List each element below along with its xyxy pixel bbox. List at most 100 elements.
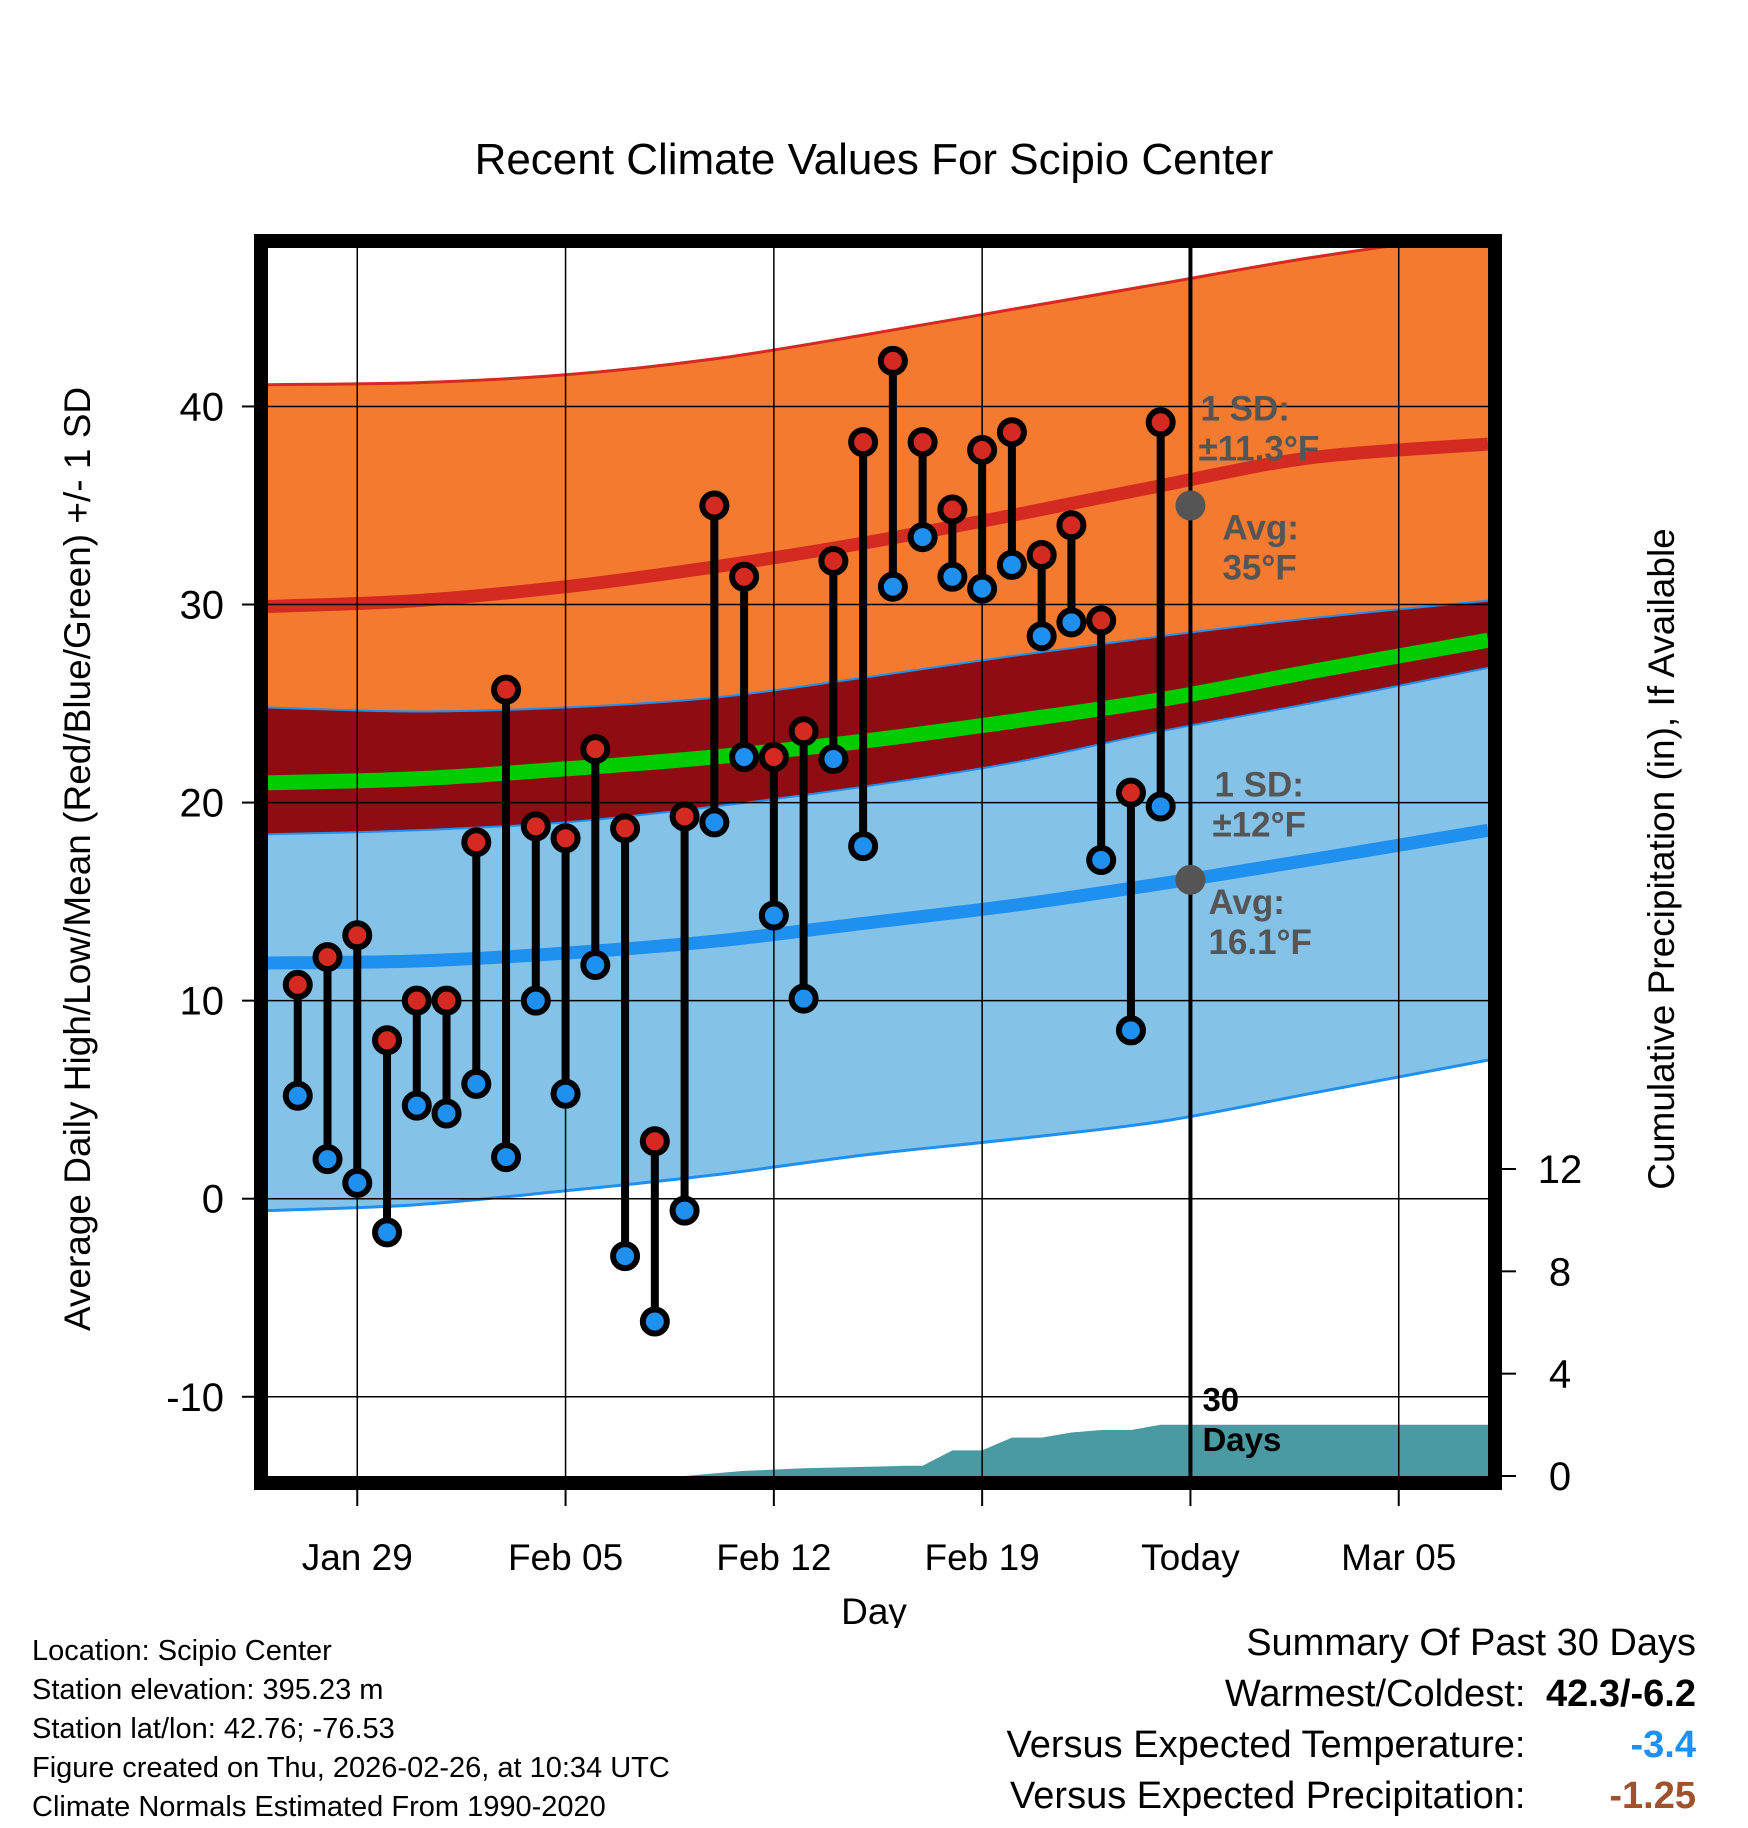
low-point (669, 1195, 700, 1226)
normals-text: Climate Normals Estimated From 1990-2020 (32, 1791, 606, 1823)
high-point (967, 435, 998, 466)
low-point (1145, 791, 1176, 822)
high-point (1026, 540, 1057, 570)
precip-anomaly-value: -1.25 (1609, 1775, 1696, 1817)
high-point (372, 1025, 403, 1056)
low-sd-value: ±12°F (1212, 806, 1306, 845)
low-point (312, 1144, 343, 1175)
low-point (639, 1306, 670, 1337)
low-point (848, 831, 879, 862)
low-point (431, 1098, 462, 1129)
low-point (967, 573, 998, 604)
y-tick-label: 0 (202, 1178, 224, 1222)
high-point (580, 734, 611, 765)
x-tick-label: Mar 05 (1341, 1537, 1456, 1578)
plot-frame (254, 234, 1502, 1490)
summary-precip-row: Versus Expected Precipitation: -1.25 (1007, 1771, 1696, 1822)
low-avg-label: Avg: (1208, 883, 1284, 922)
warmest-value: 42.3/-6.2 (1546, 1673, 1696, 1715)
high-upper-line (268, 248, 1387, 387)
y2-tick-label: 12 (1538, 1148, 1583, 1192)
low-point (401, 1090, 432, 1121)
created-text: Figure created on Thu, 2026-02-26, at 10… (32, 1752, 670, 1784)
low-point (788, 983, 819, 1014)
low-point (758, 900, 789, 931)
high-point (669, 801, 700, 832)
low-point (818, 744, 849, 775)
y2-tick-label: 4 (1549, 1353, 1571, 1397)
high-point (996, 417, 1027, 448)
low-point (996, 549, 1027, 580)
low-point (1026, 621, 1057, 652)
high-point (312, 942, 343, 973)
x-tick-label: Today (1141, 1537, 1240, 1578)
low-point (282, 1080, 313, 1111)
precip-area (684, 1424, 1488, 1476)
high-avg-label: Avg: (1222, 508, 1298, 547)
high-point (937, 494, 968, 525)
high-point (818, 545, 849, 576)
low-point (937, 561, 968, 592)
high-point (431, 985, 462, 1016)
low-point (877, 571, 908, 602)
low-point (580, 949, 611, 980)
high-point (550, 823, 581, 854)
y-axis-label: Average Daily High/Low/Mean (Red/Blue/Gr… (57, 387, 98, 1331)
high-point (610, 813, 641, 844)
low-avg-marker (1175, 864, 1206, 895)
high-point (788, 716, 819, 747)
y2-tick-label: 0 (1549, 1455, 1571, 1499)
low-point (1115, 1015, 1146, 1046)
y-tick-label: 10 (180, 980, 225, 1024)
warmest-label: Warmest/Coldest: (1224, 1673, 1526, 1715)
high-point (1115, 777, 1146, 808)
location-text: Location: Scipio Center (32, 1635, 332, 1667)
high-point (729, 561, 760, 592)
high-point (1086, 605, 1117, 636)
climate-chart: Recent Climate Values For Scipio Center … (57, 135, 1682, 1628)
chart-title: Recent Climate Values For Scipio Center (475, 135, 1274, 184)
low-point (372, 1217, 403, 1248)
y-tick-label: -10 (166, 1376, 224, 1420)
low-point (491, 1142, 522, 1173)
x-axis-label: Day (841, 1591, 907, 1628)
low-sd-band (268, 667, 1488, 1211)
high-point (907, 427, 938, 458)
y2-axis-label: Cumulative Precipitation (in), If Availa… (1641, 528, 1682, 1190)
period-label-number: 30 (1202, 1381, 1239, 1418)
high-point (848, 427, 879, 458)
low-point (699, 807, 730, 838)
high-sd-band (268, 248, 1488, 712)
high-sd-label: 1 SD: (1200, 389, 1289, 428)
precip-anomaly-label: Versus Expected Precipitation: (1010, 1775, 1526, 1817)
temp-anomaly-label: Versus Expected Temperature: (1006, 1724, 1526, 1766)
high-point (401, 985, 432, 1016)
high-point (758, 742, 789, 773)
high-avg-marker (1175, 490, 1206, 521)
high-point (1145, 407, 1176, 438)
high-sd-value: ±11.3°F (1198, 429, 1319, 468)
high-point (491, 674, 522, 705)
low-point (907, 522, 938, 553)
low-point (342, 1167, 373, 1198)
low-point (729, 742, 760, 773)
temp-anomaly-value: -3.4 (1630, 1724, 1696, 1766)
y-tick-label: 20 (180, 782, 225, 826)
station-info: Location: Scipio Center Station elevatio… (32, 1632, 670, 1827)
x-tick-label: Jan 29 (302, 1537, 413, 1578)
low-point (1086, 845, 1117, 876)
summary-warmest-row: Warmest/Coldest: 42.3/-6.2 (1007, 1669, 1696, 1720)
high-point (699, 490, 730, 521)
x-tick-label: Feb 12 (716, 1537, 831, 1578)
low-point (1056, 607, 1087, 638)
period-label-unit: Days (1202, 1421, 1281, 1458)
low-point (550, 1078, 581, 1109)
axes: -10 0 10 20 30 40 0 4 8 12 Jan 29 Feb 05 Feb 12 Feb 1… (166, 234, 1583, 1578)
high-point (639, 1126, 670, 1157)
y2-tick-label: 8 (1549, 1250, 1571, 1294)
high-point (282, 969, 313, 1000)
high-avg-value: 35°F (1222, 548, 1296, 587)
elevation-text: Station elevation: 395.23 m (32, 1674, 384, 1706)
